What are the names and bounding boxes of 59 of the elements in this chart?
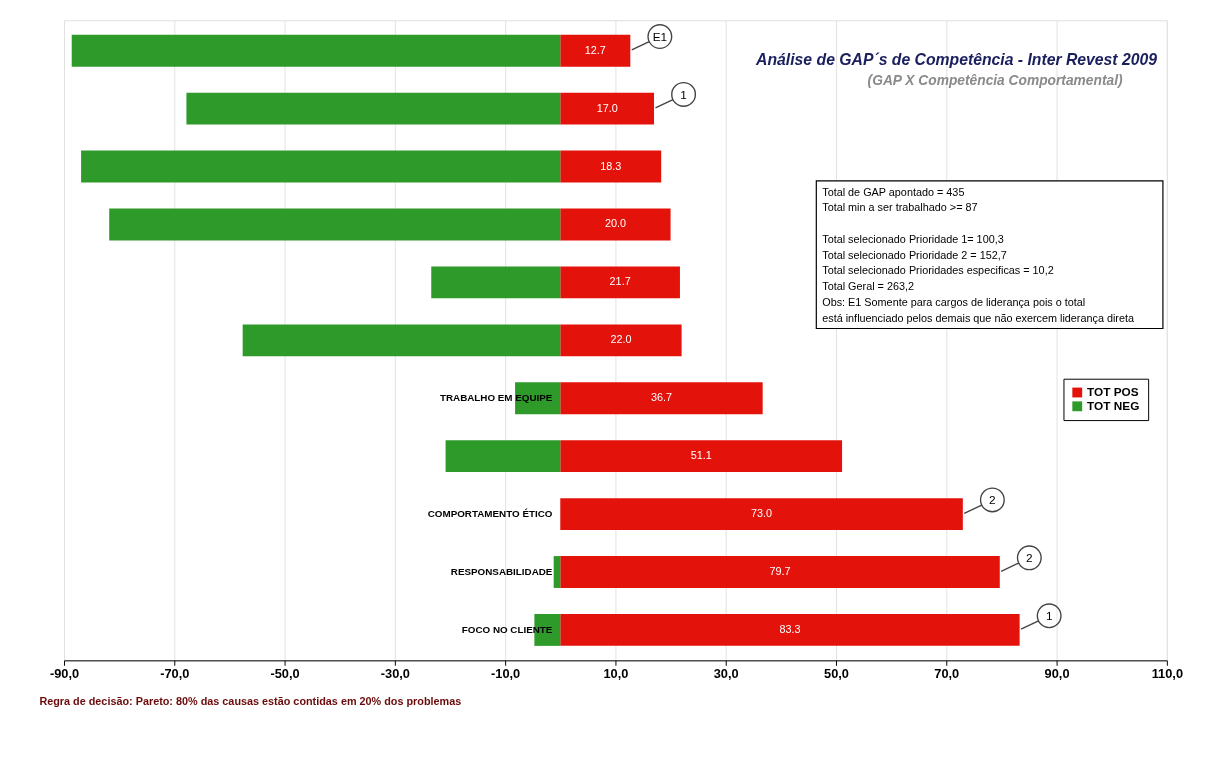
data-label: 51.1: [690, 449, 712, 462]
legend-label: TOT POS: [1087, 385, 1139, 400]
annotation: Total Geral = 263,2: [822, 280, 915, 293]
bar: [186, 92, 561, 125]
x-tick-label: 30,0: [713, 665, 739, 681]
y-tick-label: COMPORTAMENTO ÉTICO: [427, 508, 553, 520]
bar: [560, 614, 1020, 646]
data-label: 22.0: [610, 333, 632, 346]
x-tick-label: 70,0: [934, 665, 960, 681]
data-label: 79.7: [769, 564, 791, 577]
bar: [560, 150, 662, 183]
x-tick-label: -90,0: [49, 665, 80, 681]
bar: [71, 34, 561, 67]
legend-label: TOT NEG: [1087, 399, 1140, 414]
annotation: Total selecionado Prioridade 1= 100,3: [822, 232, 1004, 245]
y-tick-label: TRABALHO EM EQUIPE: [439, 392, 553, 404]
x-tick-label: 110,0: [1151, 665, 1184, 681]
x-tick-label: -10,0: [491, 665, 521, 681]
data-label: 21.7: [609, 275, 631, 288]
bar: [431, 266, 561, 299]
y-tick-label: RESPONSABILIDADE: [450, 565, 553, 577]
x-tick-label: -50,0: [270, 665, 300, 681]
bar: [560, 440, 843, 473]
x-tick-label: 10,0: [603, 665, 629, 681]
data-label: 83.3: [779, 622, 801, 635]
bar: [553, 556, 561, 588]
data-label: 20.0: [604, 217, 626, 230]
bar: [242, 324, 561, 357]
text: Análise de GAP´s de Competência - Inter Revest 2009: [755, 50, 1158, 68]
text: (GAP X Competência Comportamental): [867, 73, 1123, 89]
bar: [560, 34, 631, 67]
bar: [560, 498, 963, 531]
bar: [81, 150, 561, 183]
annotation: 2: [1026, 551, 1033, 566]
bar: [560, 208, 671, 241]
bar: [560, 92, 655, 125]
annotation: Total selecionado Prioridade 2 = 152,7: [822, 248, 1007, 261]
annotation: 2: [989, 493, 996, 508]
x-tick-label: 90,0: [1044, 665, 1070, 681]
annotation: Total de GAP apontado = 435: [822, 185, 965, 198]
bar: [445, 440, 561, 473]
bar: [560, 556, 1000, 588]
data-label: 36.7: [650, 391, 673, 404]
data-label: 73.0: [751, 507, 773, 520]
bar: [560, 382, 763, 415]
bar: [560, 266, 680, 299]
bar: [560, 324, 682, 357]
annotation: Obs: E1 Somente para cargos de liderança pois o total está influenciado pelos demais que não exercem liderança direta: [822, 295, 1135, 324]
x-tick-label: -70,0: [160, 665, 190, 681]
annotation: Total selecionado Prioridades especificas = 10,2: [822, 264, 1054, 277]
text: Regra de decisão: Pareto: 80% das causas estão contidas em 20% dos problemas: [39, 694, 462, 707]
bar: [109, 208, 561, 241]
data-label: 17.0: [596, 101, 618, 114]
x-tick-label: -30,0: [380, 665, 410, 681]
data-label: 18.3: [600, 159, 622, 172]
data-label: 12.7: [584, 43, 606, 56]
annotation: Total min a ser trabalhado >= 87: [822, 201, 978, 214]
annotation: 1: [1045, 609, 1053, 624]
x-tick-label: 50,0: [824, 665, 849, 681]
